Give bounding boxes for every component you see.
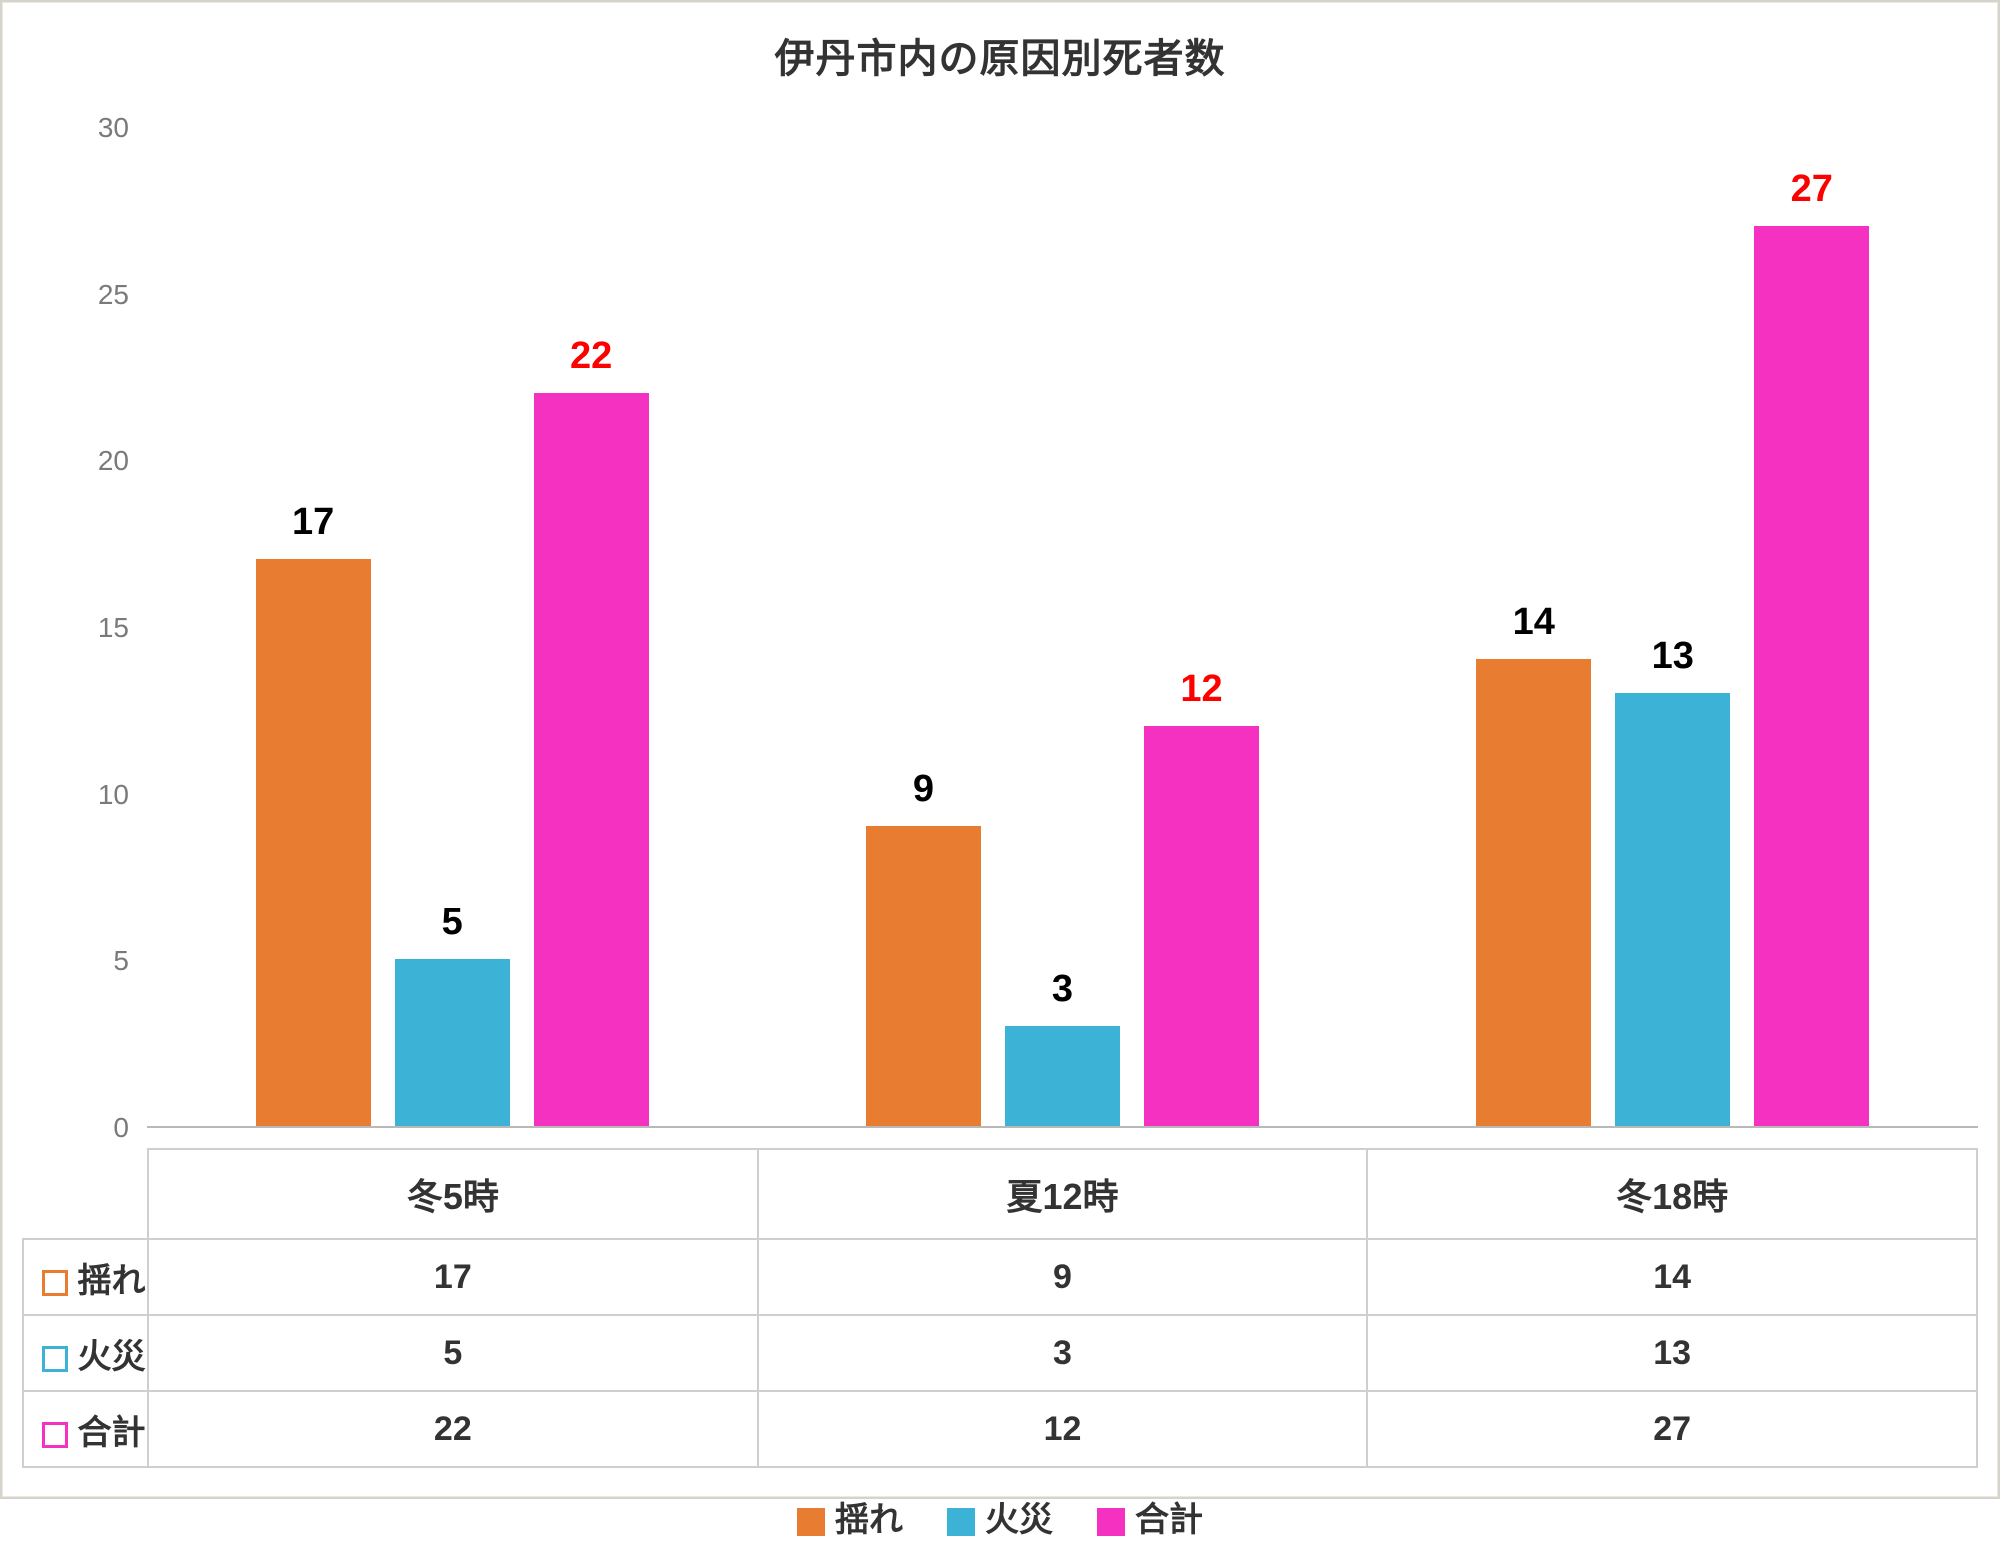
y-tick: 0	[113, 1112, 129, 1144]
legend-label: 合計	[1135, 1501, 1203, 1539]
legend-item: 揺れ	[797, 1492, 903, 1541]
y-tick: 20	[98, 445, 129, 477]
series-name: 揺れ	[78, 1262, 146, 1300]
table-category: 冬5時	[148, 1149, 758, 1239]
table-rowhead: 火災	[23, 1315, 148, 1391]
table-category: 冬18時	[1367, 1149, 1977, 1239]
bar-data-label: 9	[866, 768, 981, 811]
bar-data-label: 5	[395, 901, 510, 944]
chart-page: 伊丹市内の原因別死者数 051015202530 175229312141327…	[0, 0, 2000, 1499]
legend-swatch-icon	[797, 1508, 825, 1536]
bar-group: 9312	[757, 128, 1367, 1126]
bar-group: 17522	[147, 128, 757, 1126]
legend-label: 火災	[985, 1501, 1053, 1539]
data-table: 冬5時夏12時冬18時揺れ17914 火災5313 合計221227	[22, 1148, 1978, 1468]
y-tick: 15	[98, 612, 129, 644]
legend-swatch-icon	[947, 1508, 975, 1536]
chart-area: 051015202530 175229312141327	[22, 88, 1978, 1148]
legend: 揺れ 火災 合計	[22, 1492, 1978, 1541]
bar-data-label: 14	[1476, 601, 1591, 644]
table-corner	[23, 1149, 148, 1239]
table-cell: 5	[148, 1315, 758, 1391]
legend-swatch-icon	[1097, 1508, 1125, 1536]
bar-data-label: 13	[1615, 635, 1730, 678]
y-tick: 25	[98, 279, 129, 311]
bar-data-label: 12	[1144, 668, 1259, 711]
y-tick: 30	[98, 112, 129, 144]
series-name: 火災	[78, 1338, 146, 1376]
table-cell: 22	[148, 1391, 758, 1467]
bar: 9	[866, 826, 981, 1126]
bar-group: 141327	[1368, 128, 1978, 1126]
legend-swatch-icon	[42, 1346, 68, 1372]
bar: 14	[1476, 659, 1591, 1126]
y-axis: 051015202530	[22, 128, 147, 1128]
y-tick: 10	[98, 779, 129, 811]
bar-data-label: 17	[256, 501, 371, 544]
bar-data-label: 22	[534, 335, 649, 378]
table-cell: 13	[1367, 1315, 1977, 1391]
table-cell: 9	[758, 1239, 1368, 1315]
y-tick: 5	[113, 945, 129, 977]
bar: 3	[1005, 1026, 1120, 1126]
table-cell: 14	[1367, 1239, 1977, 1315]
table-cell: 17	[148, 1239, 758, 1315]
table-cell: 27	[1367, 1391, 1977, 1467]
table-cell: 3	[758, 1315, 1368, 1391]
bar: 17	[256, 559, 371, 1126]
bar-data-label: 3	[1005, 968, 1120, 1011]
table-category: 夏12時	[758, 1149, 1368, 1239]
table-rowhead: 合計	[23, 1391, 148, 1467]
bar: 22	[534, 393, 649, 1126]
table-cell: 12	[758, 1391, 1368, 1467]
chart-title: 伊丹市内の原因別死者数	[22, 26, 1978, 84]
legend-label: 揺れ	[835, 1501, 903, 1539]
bar-groups: 175229312141327	[147, 128, 1978, 1126]
legend-item: 火災	[947, 1492, 1053, 1541]
bar: 12	[1144, 726, 1259, 1126]
legend-swatch-icon	[42, 1422, 68, 1448]
series-name: 合計	[78, 1414, 146, 1452]
bar: 27	[1754, 226, 1869, 1126]
plot-area: 175229312141327	[147, 128, 1978, 1128]
legend-swatch-icon	[42, 1270, 68, 1296]
bar-data-label: 27	[1754, 168, 1869, 211]
legend-item: 合計	[1097, 1492, 1203, 1541]
bar: 13	[1615, 693, 1730, 1126]
bar: 5	[395, 959, 510, 1126]
table-rowhead: 揺れ	[23, 1239, 148, 1315]
